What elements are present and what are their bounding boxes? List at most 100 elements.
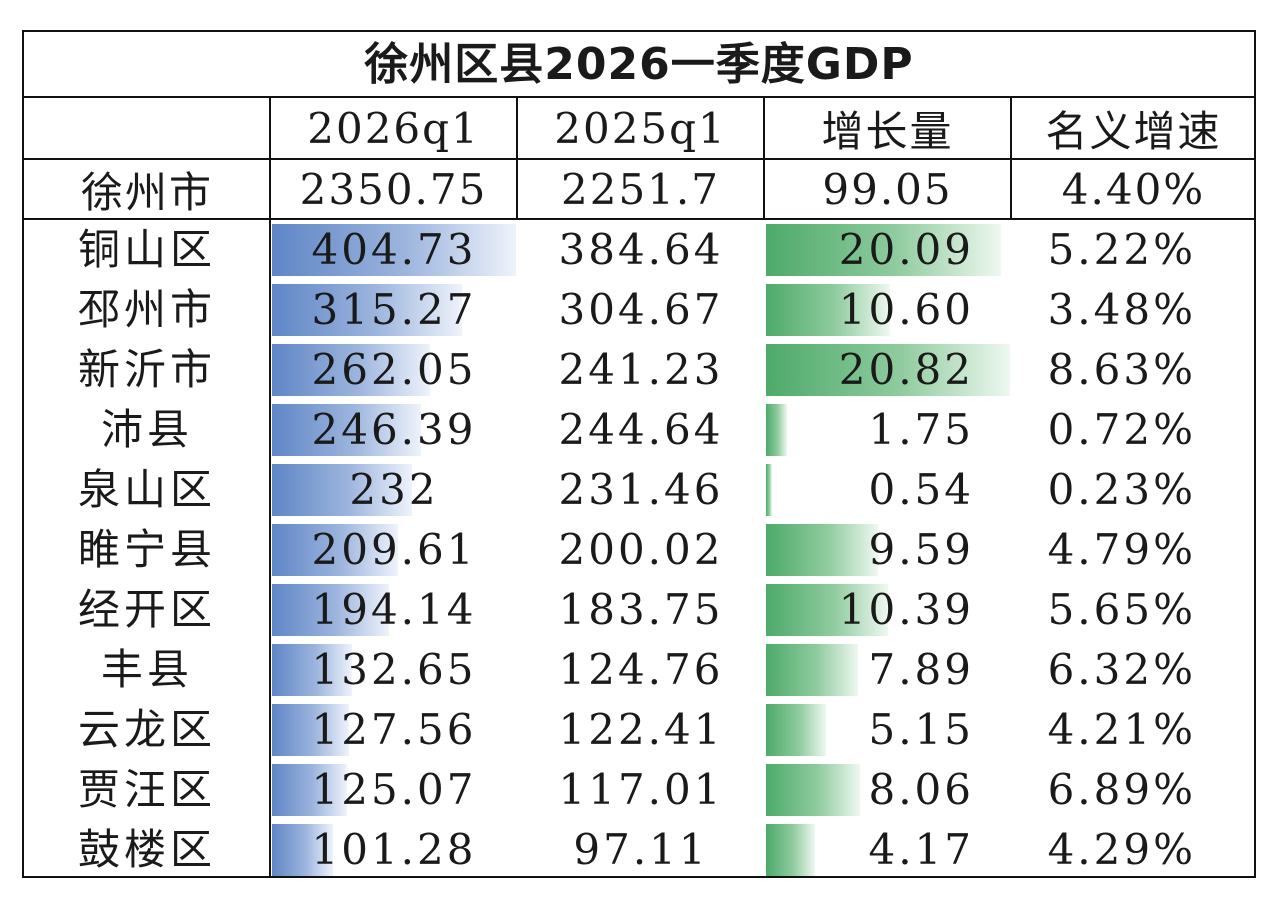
table-row: 铜山区 404.73 384.64 20.09 5.22%	[24, 220, 1254, 280]
rate-value: 5.22%	[1047, 225, 1196, 274]
growth-data-bar	[766, 584, 888, 636]
growth-value: 10.60	[838, 285, 974, 334]
q2025-value: 244.64	[558, 405, 724, 454]
rate-value: 5.65%	[1047, 585, 1196, 634]
header-2025q1: 2025q1	[554, 103, 727, 153]
q2026-value: 262.05	[311, 345, 477, 394]
q2026-data-bar	[272, 284, 463, 336]
growth-value: 9.59	[868, 525, 974, 574]
district-name: 新沂市	[77, 345, 216, 394]
q2026-value: 404.73	[311, 225, 477, 274]
growth-value: 20.82	[838, 345, 974, 394]
total-2026q1: 2350.75	[299, 164, 488, 214]
q2025-value: 231.46	[558, 465, 724, 514]
growth-value: 8.06	[868, 765, 974, 814]
q2026-data-bar	[272, 704, 349, 756]
growth-data-bar	[766, 704, 827, 756]
table-row: 鼓楼区 101.28 97.11 4.17 4.29%	[24, 820, 1254, 880]
district-name: 丰县	[100, 645, 193, 694]
table-row: 云龙区 127.56 122.41 5.15 4.21%	[24, 700, 1254, 760]
growth-data-bar	[766, 284, 891, 336]
rate-value: 8.63%	[1047, 345, 1196, 394]
q2026-value: 194.14	[311, 585, 477, 634]
q2025-value: 384.64	[558, 225, 724, 274]
total-rate: 4.40%	[1061, 164, 1206, 214]
table-row: 泉山区 232 231.46 0.54 0.23%	[24, 460, 1254, 520]
q2026-value: 125.07	[311, 765, 477, 814]
table-title: 徐州区县2026一季度GDP	[24, 32, 1254, 98]
district-name: 铜山区	[77, 225, 216, 274]
total-row: 徐州市 2350.75 2251.7 99.05 4.40%	[24, 160, 1254, 220]
growth-value: 7.89	[868, 645, 974, 694]
district-name: 贾汪区	[77, 765, 216, 814]
rate-value: 4.29%	[1047, 825, 1196, 874]
q2026-value: 315.27	[311, 285, 477, 334]
table-row: 睢宁县 209.61 200.02 9.59 4.79%	[24, 520, 1254, 580]
rate-value: 0.72%	[1047, 405, 1196, 454]
growth-value: 5.15	[868, 705, 974, 754]
growth-data-bar	[766, 764, 861, 816]
q2026-data-bar	[272, 224, 516, 276]
rate-value: 6.89%	[1047, 765, 1196, 814]
q2025-value: 304.67	[558, 285, 724, 334]
q2026-value: 127.56	[311, 705, 477, 754]
q2025-value: 117.01	[558, 765, 724, 814]
col-divider-2	[516, 98, 518, 220]
district-name: 云龙区	[77, 705, 216, 754]
table-row: 丰县 132.65 124.76 7.89 6.32%	[24, 640, 1254, 700]
table-row: 沛县 246.39 244.64 1.75 0.72%	[24, 400, 1254, 460]
q2025-value: 241.23	[558, 345, 724, 394]
growth-value: 10.39	[838, 585, 974, 634]
q2026-value: 232	[349, 465, 439, 514]
header-growth: 增长量	[821, 106, 954, 156]
table-row: 经开区 194.14 183.75 10.39 5.65%	[24, 580, 1254, 640]
growth-data-bar	[766, 524, 879, 576]
district-name: 睢宁县	[77, 525, 216, 574]
growth-data-bar	[766, 344, 1010, 396]
col-divider-1	[269, 98, 271, 878]
table-row: 贾汪区 125.07 117.01 8.06 6.89%	[24, 760, 1254, 820]
district-rows: 铜山区 404.73 384.64 20.09 5.22% 邳州市 315.27 304.67…	[24, 220, 1254, 878]
q2026-value: 132.65	[311, 645, 477, 694]
q2025-value: 124.76	[558, 645, 724, 694]
q2026-data-bar	[272, 644, 352, 696]
total-name: 徐州市	[80, 167, 213, 217]
district-name: 邳州市	[77, 285, 216, 334]
col-divider-3	[763, 98, 765, 220]
q2026-data-bar	[272, 464, 412, 516]
rate-value: 4.21%	[1047, 705, 1196, 754]
total-growth: 99.05	[822, 164, 953, 214]
q2026-value: 209.61	[311, 525, 477, 574]
growth-value: 0.54	[868, 465, 974, 514]
gdp-table: 徐州区县2026一季度GDP 2026q1 2025q1 增长量 名义增速 徐州…	[22, 30, 1256, 878]
growth-value: 4.17	[868, 825, 974, 874]
q2026-data-bar	[272, 764, 348, 816]
district-name: 沛县	[100, 405, 193, 454]
q2025-value: 122.41	[558, 705, 724, 754]
q2026-data-bar	[272, 584, 390, 636]
rate-value: 4.79%	[1047, 525, 1196, 574]
rate-value: 3.48%	[1047, 285, 1196, 334]
growth-data-bar	[766, 644, 859, 696]
growth-data-bar	[766, 824, 815, 876]
q2025-value: 97.11	[573, 825, 709, 874]
table-row: 邳州市 315.27 304.67 10.60 3.48%	[24, 280, 1254, 340]
q2026-data-bar	[272, 344, 430, 396]
header-row: 2026q1 2025q1 增长量 名义增速	[24, 98, 1254, 160]
q2026-data-bar	[272, 824, 334, 876]
growth-value: 20.09	[838, 225, 974, 274]
header-name	[24, 98, 270, 158]
q2026-value: 246.39	[311, 405, 477, 454]
header-2026q1: 2026q1	[307, 103, 480, 153]
growth-data-bar	[766, 404, 787, 456]
district-name: 泉山区	[77, 465, 216, 514]
rate-value: 6.32%	[1047, 645, 1196, 694]
q2026-data-bar	[272, 404, 421, 456]
q2026-data-bar	[272, 524, 399, 576]
district-name: 鼓楼区	[77, 825, 216, 874]
total-2025q1: 2251.7	[561, 164, 720, 214]
growth-data-bar	[766, 224, 1002, 276]
rate-value: 0.23%	[1047, 465, 1196, 514]
growth-data-bar	[766, 464, 773, 516]
q2025-value: 183.75	[558, 585, 724, 634]
